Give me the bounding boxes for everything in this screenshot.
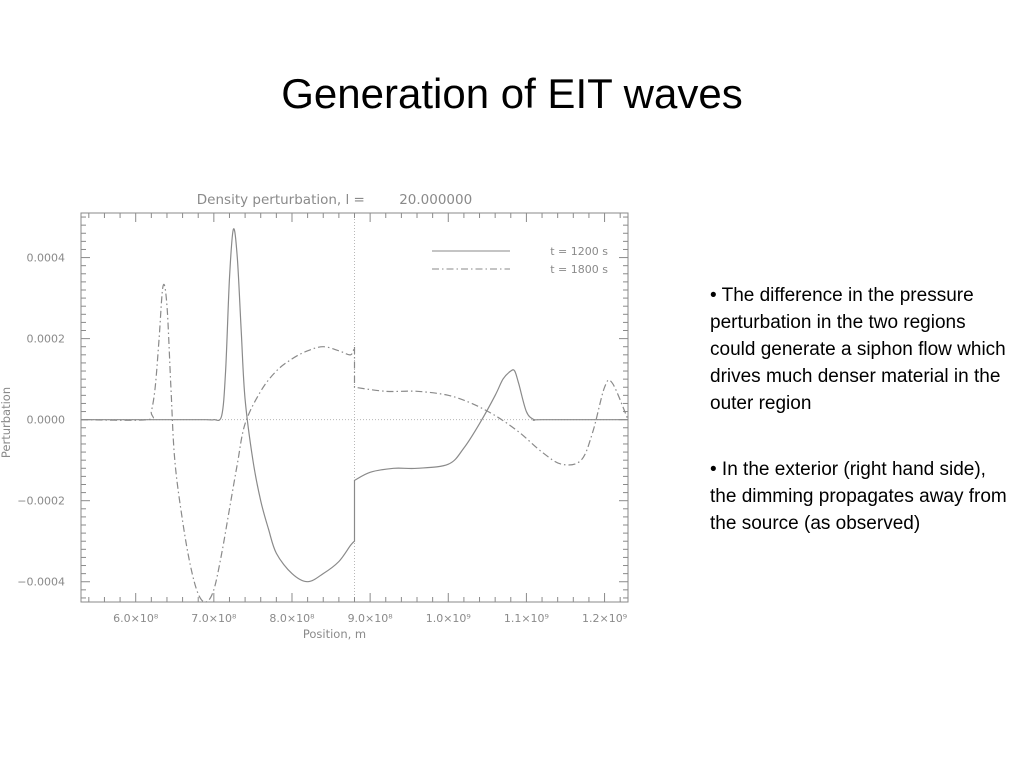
y-tick-label: −0.0002 bbox=[17, 495, 65, 508]
series-lines bbox=[80, 228, 629, 603]
chart-title: Density perturbation, l = 20.000000 bbox=[197, 192, 472, 208]
plot-frame bbox=[80, 212, 629, 603]
bullet-siphon-flow: • The difference in the pressure perturb… bbox=[710, 285, 1006, 414]
legend: t = 1200 s t = 1800 s bbox=[432, 245, 608, 276]
x-tick-label: 8.0×10⁸ bbox=[269, 612, 315, 625]
series-line-t1200 bbox=[81, 228, 628, 583]
y-tick-label: 0.0000 bbox=[27, 414, 66, 427]
x-tick-label: 6.0×10⁸ bbox=[113, 612, 159, 625]
x-tick-label: 1.0×10⁹ bbox=[426, 612, 471, 625]
legend-label: t = 1200 s bbox=[550, 245, 608, 258]
chart: Density perturbation, l = 20.000000 Posi… bbox=[0, 180, 660, 650]
x-tick-label: 1.1×10⁹ bbox=[504, 612, 549, 625]
x-tick-label: 9.0×10⁸ bbox=[348, 612, 394, 625]
legend-label: t = 1800 s bbox=[550, 263, 608, 276]
x-tick-label: 7.0×10⁸ bbox=[191, 612, 237, 625]
tick-labels: 6.0×10⁸ 7.0×10⁸ 8.0×10⁸ 9.0×10⁸ 1.0×10⁹ 1.1×1… bbox=[17, 252, 627, 625]
y-tick-label: −0.0004 bbox=[17, 576, 65, 589]
bullet-list: • The difference in the pressure perturb… bbox=[710, 282, 1010, 537]
tick-marks bbox=[81, 213, 628, 602]
slide-title: Generation of EIT waves bbox=[281, 70, 743, 117]
y-tick-label: 0.0004 bbox=[27, 252, 66, 265]
series-line-t1800 bbox=[80, 283, 629, 603]
x-tick-label: 1.2×10⁹ bbox=[582, 612, 627, 625]
y-tick-label: 0.0002 bbox=[27, 333, 66, 346]
x-axis-label: Position, m bbox=[303, 627, 366, 641]
grid-lines bbox=[81, 213, 628, 602]
y-axis-label: Perturbation bbox=[0, 387, 13, 458]
bullet-dimming: • In the exterior (right hand side), the… bbox=[710, 459, 1007, 534]
plot-svg: Density perturbation, l = 20.000000 Posi… bbox=[0, 192, 629, 641]
